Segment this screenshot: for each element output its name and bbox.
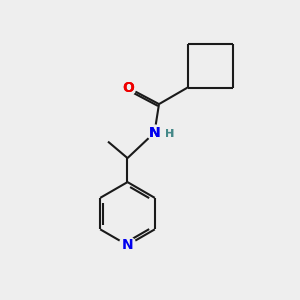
Circle shape [121,81,136,96]
Text: H: H [166,129,175,139]
Text: O: O [122,81,134,95]
Text: N: N [149,126,160,140]
Text: N: N [122,238,133,252]
Circle shape [119,237,136,254]
Text: H: H [166,129,175,139]
Text: N: N [149,126,160,140]
Text: O: O [122,81,134,95]
Circle shape [147,125,162,140]
